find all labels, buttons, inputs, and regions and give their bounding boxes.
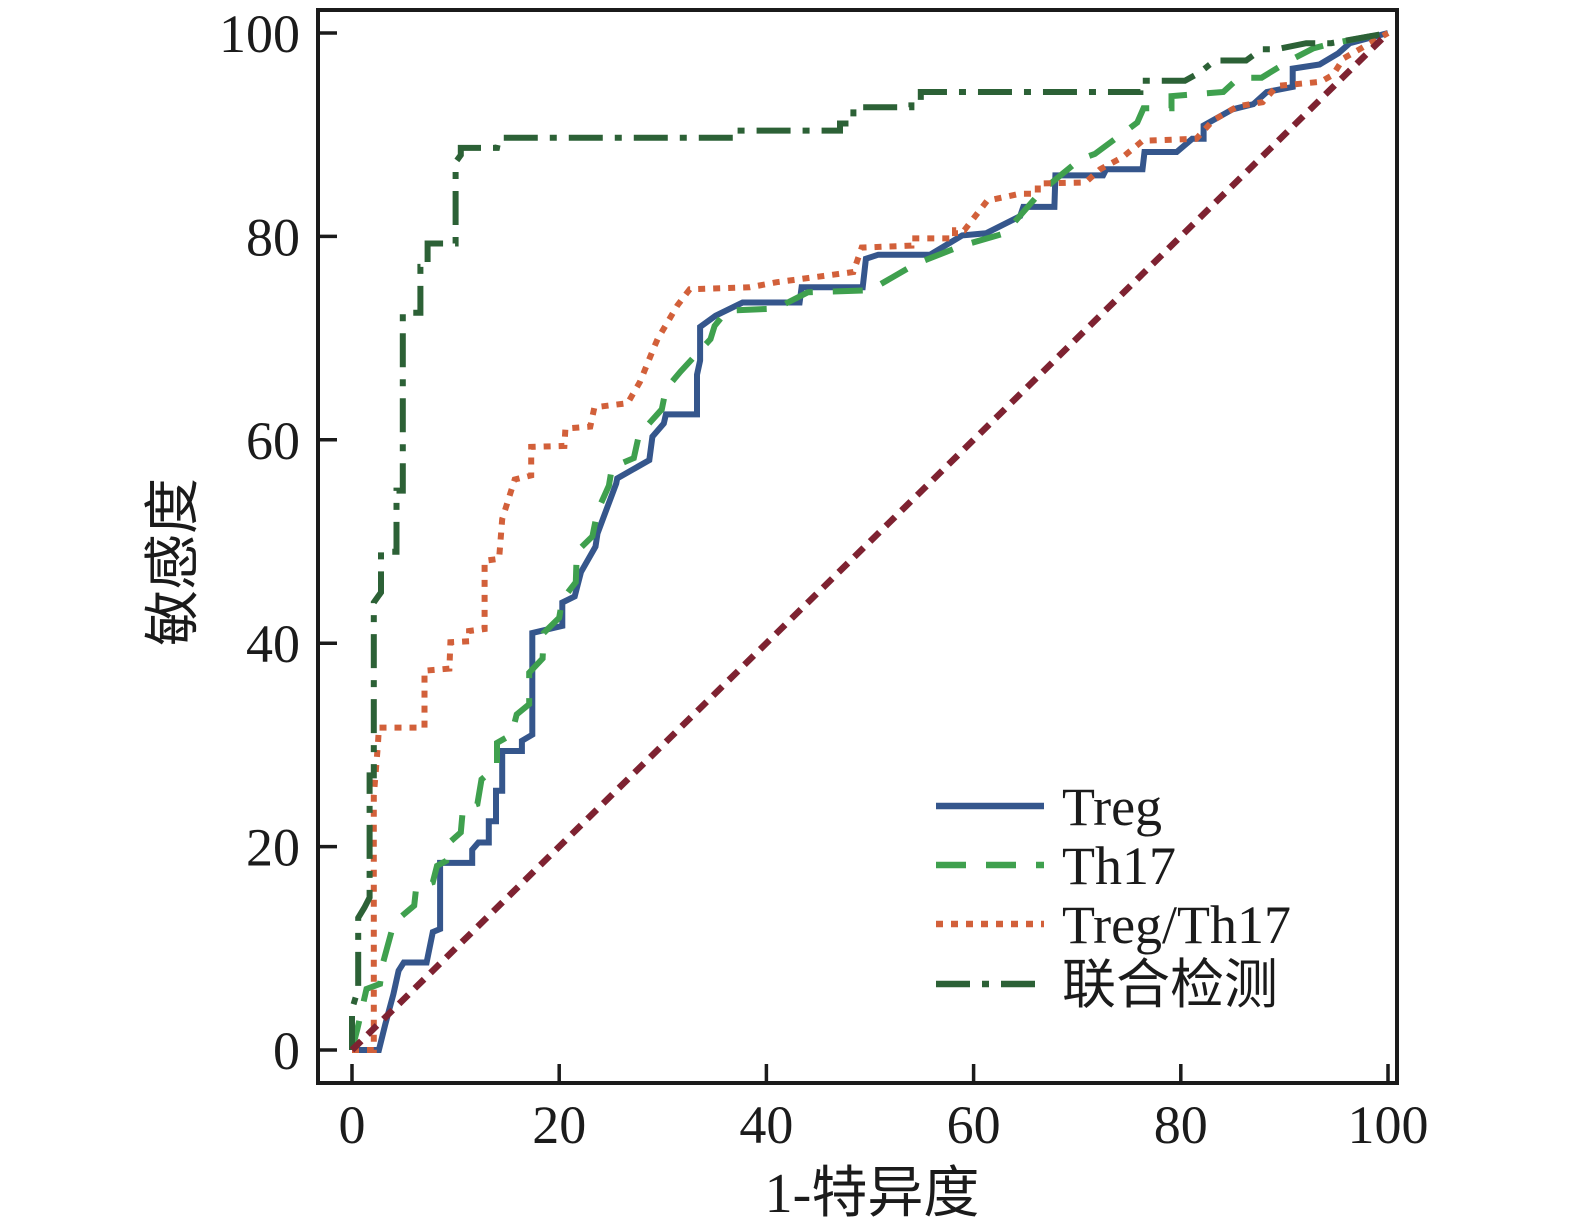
curve-th17 (349, 30, 1389, 1051)
y-axis-title: 敏感度 (143, 478, 205, 646)
x-tick-label: 0 (339, 1095, 366, 1155)
roc-curves (349, 30, 1391, 1053)
curve-- (349, 30, 1389, 1050)
axis-tick-labels: 0 20 40 60 80 100 0 20 40 60 80 100 (219, 4, 1429, 1155)
y-tick-label: 0 (273, 1021, 300, 1081)
axis-ticks (319, 31, 1390, 1083)
legend-label-2: Th17 (1062, 836, 1176, 896)
x-tick-label: 20 (532, 1095, 586, 1155)
x-tick-label: 100 (1348, 1095, 1429, 1155)
curve-treg-th17 (352, 30, 1390, 1053)
x-axis-title: 1-特异度 (765, 1163, 980, 1225)
x-tick-label: 40 (739, 1095, 793, 1155)
y-tick-label: 20 (246, 818, 300, 878)
legend-label-4: 联合检测 (1062, 955, 1278, 1015)
plot-area-border (316, 8, 1399, 1085)
legend-label-3: Treg/Th17 (1062, 895, 1291, 955)
legend-label-1: Treg (1062, 777, 1162, 837)
y-tick-label: 40 (246, 614, 300, 674)
x-tick-label: 80 (1154, 1095, 1208, 1155)
y-tick-label: 80 (246, 207, 300, 267)
x-tick-label: 60 (947, 1095, 1001, 1155)
y-tick-label: 60 (246, 411, 300, 471)
y-tick-label: 100 (219, 4, 300, 64)
curve-treg (352, 30, 1389, 1053)
